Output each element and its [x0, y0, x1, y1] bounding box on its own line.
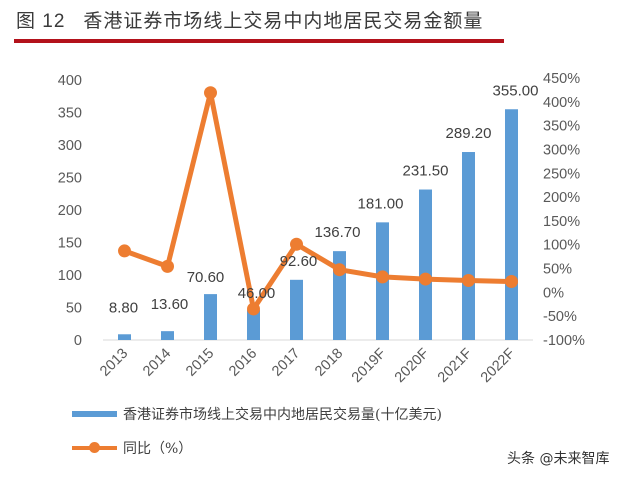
- title-text: 香港证券市场线上交易中内地居民交易金额量: [83, 10, 484, 32]
- x-axis-tick: 2020F: [392, 345, 432, 385]
- chart-title: 图 12 香港证券市场线上交易中内地居民交易金额量: [16, 6, 483, 33]
- left-axis-tick: 250: [58, 171, 82, 187]
- left-axis-tick: 400: [58, 73, 82, 89]
- left-axis-tick: 150: [58, 236, 82, 252]
- bar-data-label: 70.60: [187, 269, 225, 286]
- right-axis-tick: 50%: [543, 262, 572, 278]
- left-axis-tick: 100: [58, 268, 82, 284]
- x-axis-tick: 2019F: [349, 345, 389, 385]
- legend-bar-label: 香港证券市场线上交易中内地居民交易量(十亿美元): [123, 407, 442, 423]
- left-axis-tick: 200: [58, 203, 82, 219]
- right-axis-tick: 100%: [543, 238, 580, 254]
- right-axis-tick: 450%: [543, 71, 580, 87]
- bar: [462, 152, 475, 340]
- combo-chart: 0 50 100 150 200 250 300 350 400 -100% -50% 0% 50% 10…: [58, 71, 585, 386]
- yoy-marker: [462, 274, 475, 288]
- bar-data-label: 181.00: [358, 195, 404, 212]
- x-axis-tick: 2014: [140, 346, 174, 380]
- yoy-marker: [505, 275, 518, 289]
- bar: [204, 294, 217, 340]
- bar: [247, 310, 260, 340]
- yoy-marker: [419, 272, 432, 286]
- x-axis-tick: 2013: [97, 346, 131, 380]
- yoy-marker: [333, 263, 346, 277]
- left-axis-tick: 300: [58, 138, 82, 154]
- right-axis-tick: 400%: [543, 95, 580, 111]
- right-axis-tick: -100%: [543, 333, 585, 349]
- bar: [419, 189, 432, 340]
- x-axis-tick: 2022F: [478, 345, 518, 385]
- right-axis-tick: 300%: [543, 142, 580, 158]
- right-axis-tick: 0%: [543, 285, 564, 301]
- bar: [505, 109, 518, 340]
- legend-item-bar: 香港证券市场线上交易中内地居民交易量(十亿美元): [72, 404, 442, 424]
- yoy-marker: [376, 270, 389, 284]
- left-axis-tick: 50: [66, 301, 82, 317]
- bar: [290, 279, 303, 340]
- yoy-marker: [290, 237, 303, 251]
- title-rule: [14, 39, 504, 43]
- bar-data-label: 289.20: [446, 125, 492, 142]
- bar-data-label: 355.00: [493, 82, 539, 99]
- x-axis-tick: 2018: [312, 346, 346, 380]
- yoy-marker: [161, 259, 174, 273]
- line-swatch-icon: [72, 442, 117, 454]
- legend-item-line: 同比（%）: [72, 438, 192, 458]
- watermark: 头条 @未来智库: [507, 451, 610, 467]
- legend-line-label: 同比（%）: [123, 441, 193, 457]
- bar: [161, 331, 174, 340]
- bar-data-label: 92.60: [280, 253, 318, 270]
- x-axis-tick: 2016: [226, 346, 260, 380]
- right-axis-tick: 200%: [543, 190, 580, 206]
- left-axis-tick: 350: [58, 106, 82, 122]
- x-axis-tick: 2021F: [435, 345, 475, 385]
- bar-data-label: 136.70: [315, 224, 361, 241]
- bar-data-label: 8.80: [109, 299, 138, 316]
- bar-data-label: 13.60: [151, 296, 189, 313]
- right-axis-tick: 350%: [543, 119, 580, 135]
- yoy-marker: [204, 86, 217, 100]
- bar-swatch-icon: [72, 411, 117, 417]
- x-axis-tick: 2015: [183, 346, 217, 380]
- bar-data-label: 46.00: [238, 285, 276, 302]
- yoy-marker: [247, 302, 260, 316]
- bar-data-label: 231.50: [403, 163, 449, 180]
- yoy-marker: [118, 244, 131, 258]
- figure-label: 图 12: [16, 11, 66, 32]
- yoy-line: [123, 90, 512, 312]
- right-axis-tick: -50%: [543, 309, 577, 325]
- bar: [118, 334, 131, 340]
- right-axis-tick: 250%: [543, 166, 580, 182]
- left-axis-tick: 0: [74, 333, 82, 349]
- x-axis-tick: 2017: [269, 346, 303, 380]
- right-axis-tick: 150%: [543, 214, 580, 230]
